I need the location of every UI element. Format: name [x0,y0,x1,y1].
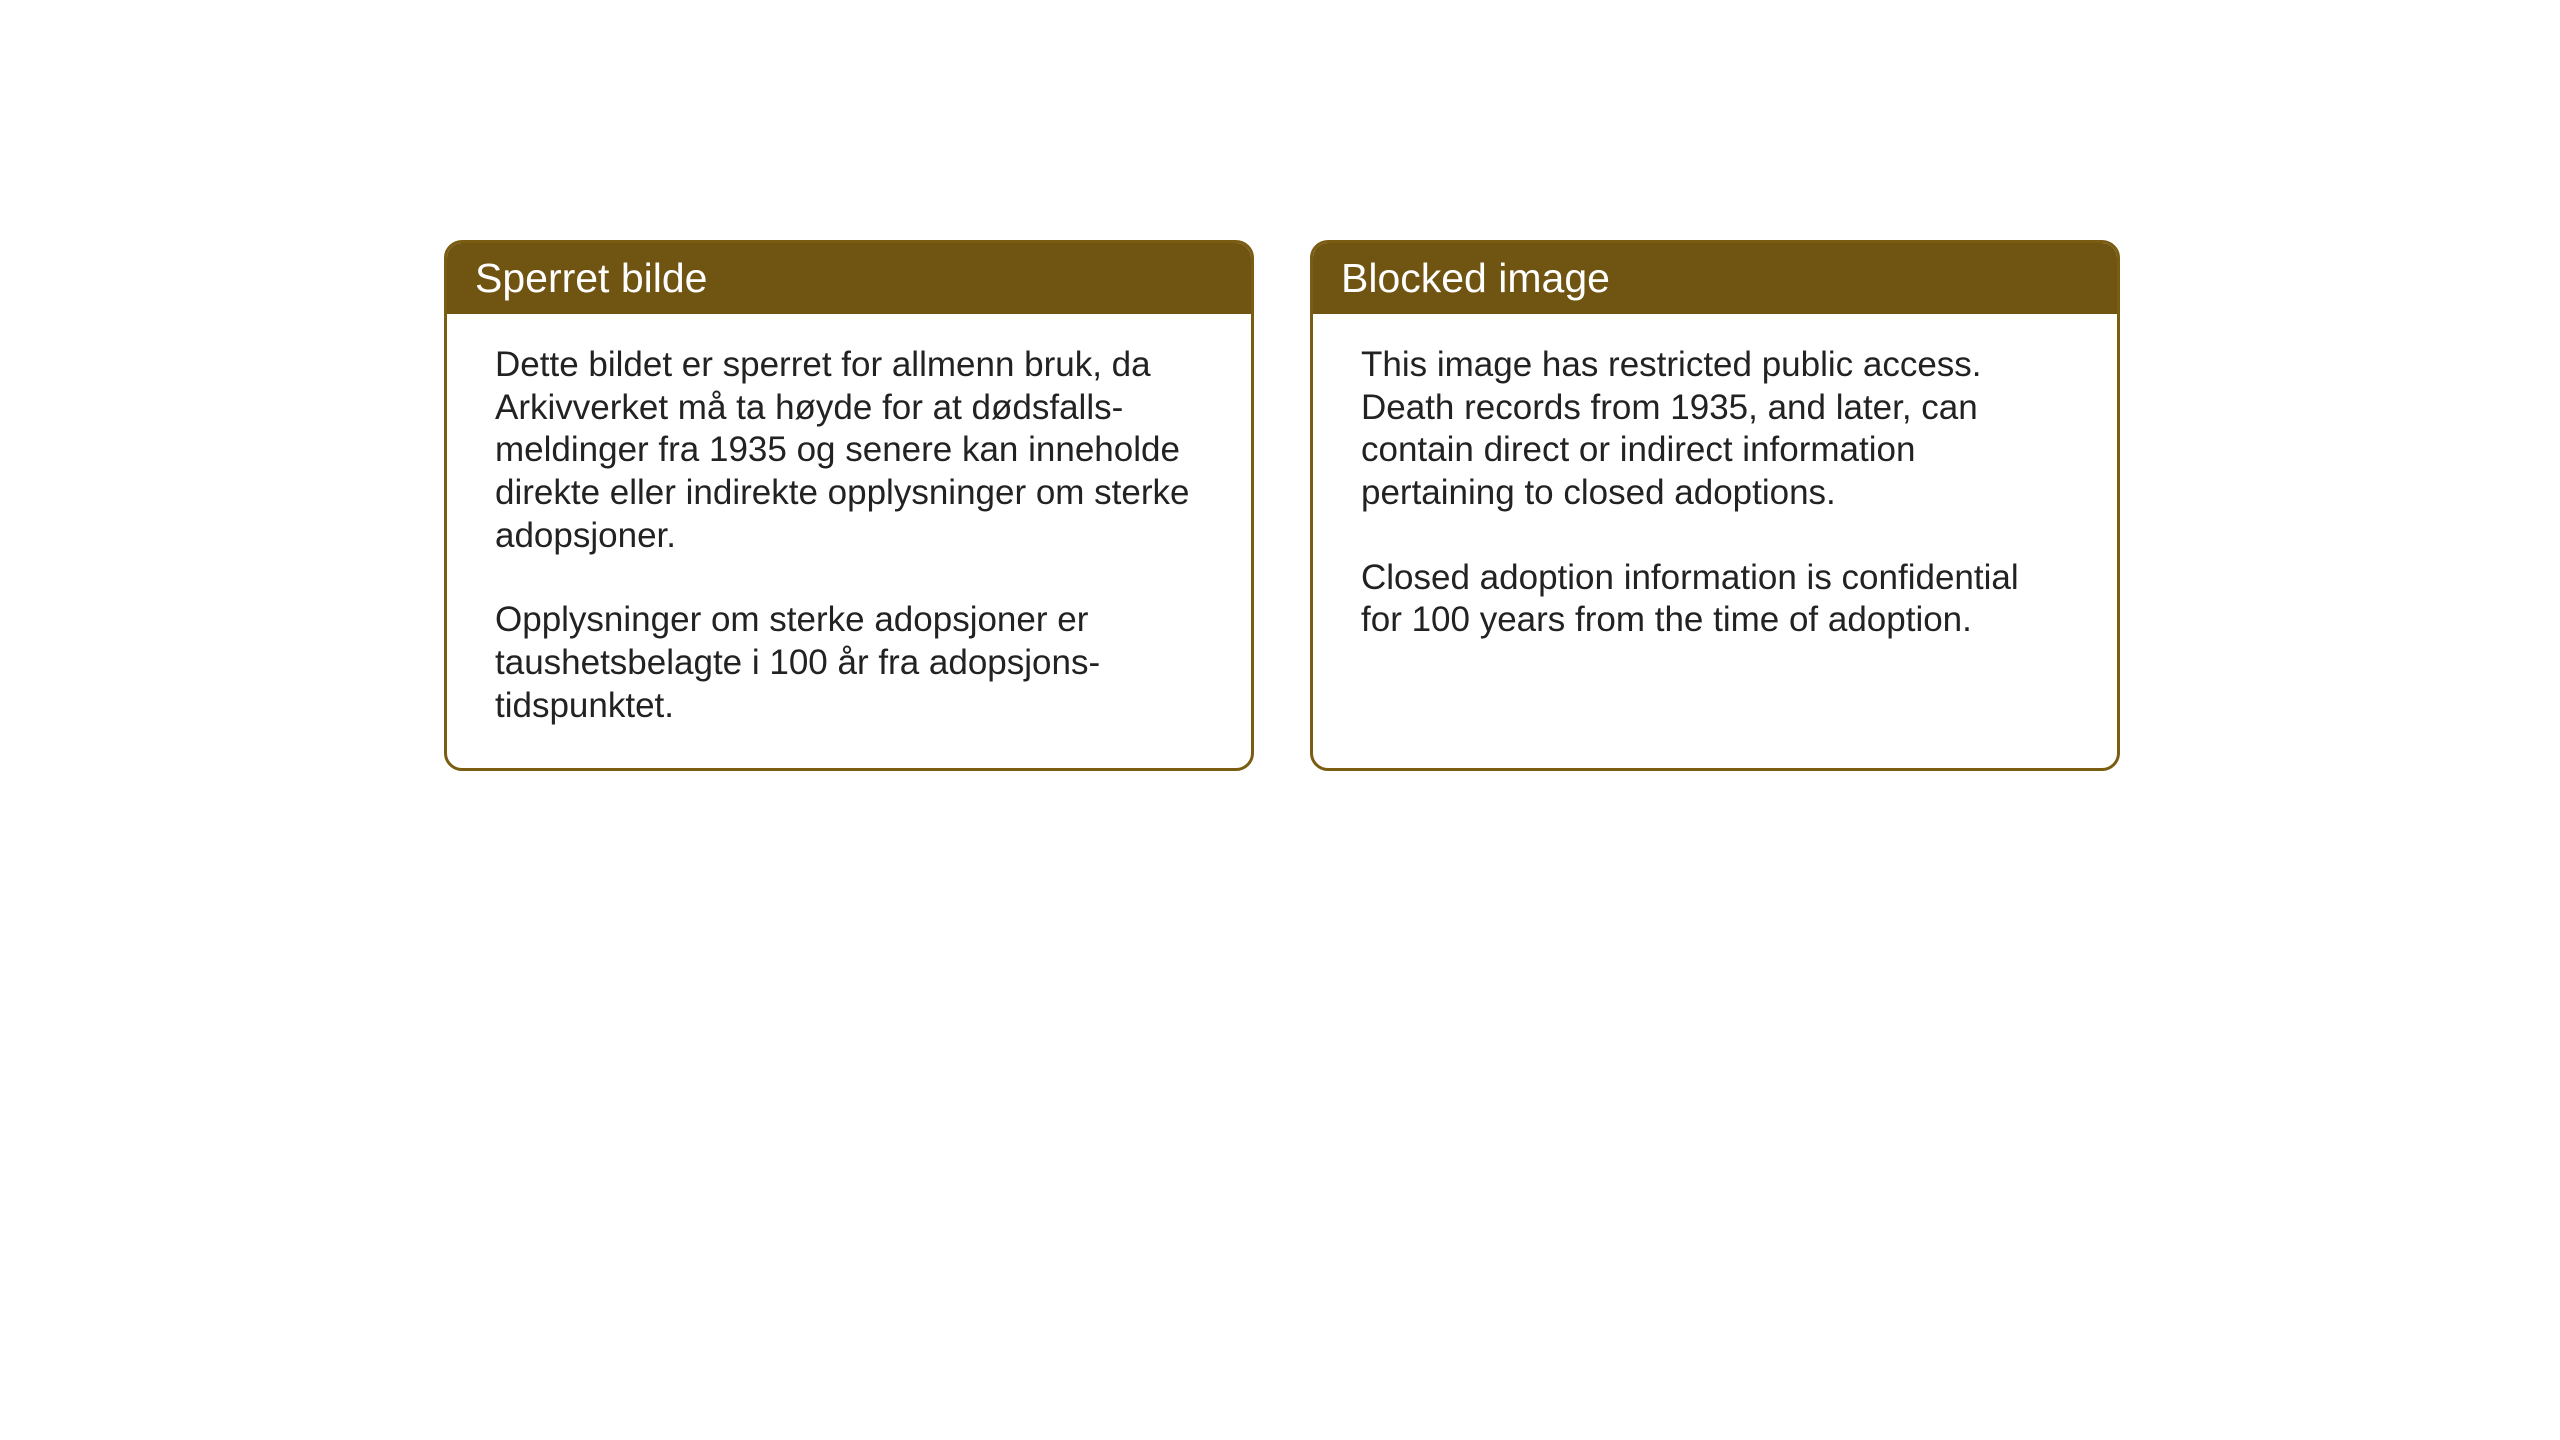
card-body-english: This image has restricted public access.… [1313,314,2117,754]
paragraph-norwegian-1: Dette bildet er sperret for allmenn bruk… [495,344,1203,557]
paragraph-english-2: Closed adoption information is confident… [1361,557,2069,642]
card-header-english: Blocked image [1313,243,2117,314]
card-header-norwegian: Sperret bilde [447,243,1251,314]
card-title-english: Blocked image [1341,255,1610,301]
notice-card-english: Blocked image This image has restricted … [1310,240,2120,771]
notice-container: Sperret bilde Dette bildet er sperret fo… [444,240,2120,771]
paragraph-norwegian-2: Opplysninger om sterke adopsjoner er tau… [495,599,1203,727]
paragraph-english-1: This image has restricted public access.… [1361,344,2069,515]
card-title-norwegian: Sperret bilde [475,255,707,301]
card-body-norwegian: Dette bildet er sperret for allmenn bruk… [447,314,1251,768]
notice-card-norwegian: Sperret bilde Dette bildet er sperret fo… [444,240,1254,771]
